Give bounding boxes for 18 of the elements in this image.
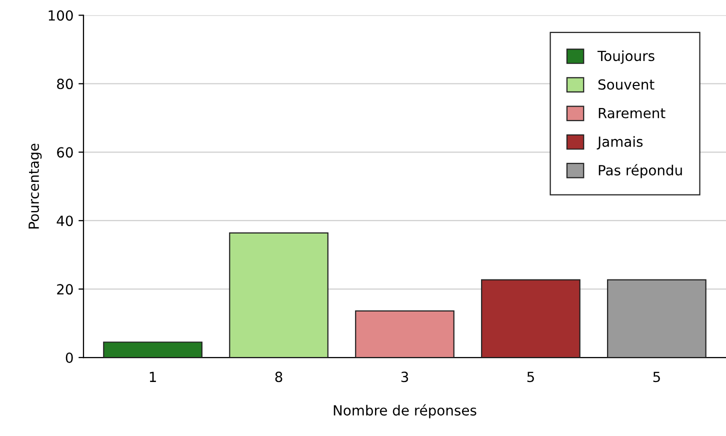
y-tick-label: 100 (48, 10, 73, 21)
y-axis-title: Pourcentage (28, 144, 42, 228)
x-tick-label: 8 (275, 372, 282, 382)
legend-label: Rarement (598, 108, 666, 118)
x-tick-label: 5 (527, 372, 534, 382)
y-tick-label: 20 (57, 284, 73, 295)
y-tick-label: 60 (57, 147, 73, 158)
x-tick-label: 3 (401, 372, 408, 382)
y-tick-label: 0 (66, 352, 73, 363)
legend-label: Toujours (597, 50, 654, 64)
x-tick-label: 1 (150, 372, 156, 382)
legend-label: Souvent (598, 79, 654, 90)
y-tick-label: 80 (57, 78, 73, 90)
x-tick-label: 5 (653, 372, 660, 382)
y-tick-label: 40 (56, 216, 73, 226)
x-axis-title: Nombre de réponses (334, 404, 476, 418)
legend-label: Jamais (596, 136, 643, 150)
legend-label: Pas répondu (598, 164, 682, 178)
